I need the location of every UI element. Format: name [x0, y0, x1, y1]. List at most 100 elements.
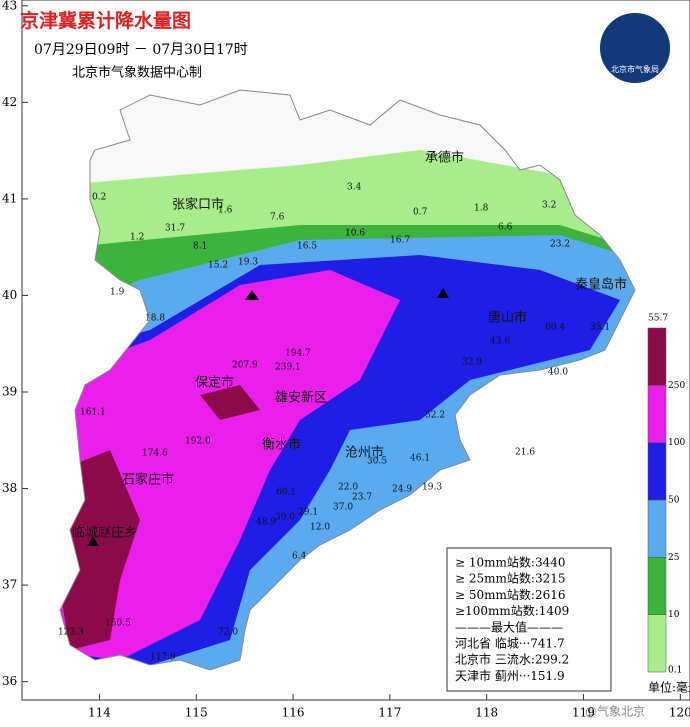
station-value: 150.5 — [105, 619, 131, 629]
colorbar-segment — [647, 385, 667, 443]
stats-box — [446, 547, 612, 692]
colorbar-segment — [647, 557, 667, 615]
station-value: 123.3 — [58, 628, 84, 638]
station-value: 60.1 — [276, 488, 296, 498]
colorbar-label: 10 — [668, 610, 680, 620]
station-value: 35.1 — [590, 323, 610, 333]
stats-line: ≥ 25mm站数:3215 — [455, 571, 565, 586]
station-value: 239.1 — [275, 363, 301, 373]
station-value: 1.9 — [110, 288, 125, 298]
station-value: 16.5 — [297, 242, 317, 252]
station-value: 43.6 — [490, 337, 510, 347]
logo-text: 北京市气象局 — [611, 64, 659, 74]
station-value: 39.0 — [275, 513, 295, 523]
station-value: 52.2 — [425, 411, 445, 421]
lat-tick-label: 38 — [2, 481, 17, 495]
lat-tick-label: 36 — [2, 674, 17, 688]
station-value: 46.1 — [410, 454, 430, 464]
station-value: 55.7 — [648, 314, 668, 324]
station-value: 60.4 — [545, 323, 565, 333]
watermark: @气象北京 — [585, 704, 645, 719]
station-value: 29.1 — [298, 508, 318, 518]
station-value: 207.9 — [232, 361, 258, 371]
lat-tick-label: 43 — [2, 0, 17, 12]
colorbar-segment — [647, 614, 667, 673]
station-value: 40.0 — [548, 368, 568, 378]
colorbar-label: 0.1 — [668, 666, 682, 676]
station-value: 10.6 — [345, 229, 365, 239]
colorbar-label: 100 — [668, 438, 685, 448]
station-value: 0.7 — [413, 208, 428, 218]
producer: 北京市气象数据中心制 — [72, 65, 202, 81]
station-value: 192.0 — [185, 437, 211, 447]
station-value: 23.2 — [550, 240, 570, 250]
station-value: 72.0 — [218, 628, 238, 638]
station-value: 6.6 — [498, 223, 513, 233]
city-label: 秦皇岛市 — [575, 277, 627, 293]
station-value: 174.6 — [142, 449, 168, 459]
station-value: 16.7 — [390, 236, 410, 246]
station-value: 31.7 — [165, 224, 185, 234]
city-label: 石家庄市 — [122, 472, 174, 488]
stats-line: 北京市 三流水:299.2 — [455, 652, 569, 667]
city-label: 衡水市 — [262, 437, 301, 453]
logo — [598, 11, 672, 85]
city-marker — [87, 536, 99, 546]
station-value: 18.8 — [145, 314, 165, 324]
station-value: 117.9 — [150, 653, 176, 663]
lon-tick-label: 118 — [475, 706, 498, 720]
station-value: 3.4 — [347, 183, 362, 193]
station-value: 1.8 — [474, 204, 489, 214]
city-label: 雄安新区 — [275, 390, 327, 406]
colorbar-segment — [647, 442, 667, 501]
station-value: 23.7 — [352, 493, 372, 503]
stats-line: 天津市 蓟州···151.9 — [455, 668, 565, 683]
stats-line: ≥100mm站数:1409 — [455, 603, 569, 618]
station-value: 8.1 — [193, 242, 207, 252]
colorbar-segment — [647, 327, 667, 386]
stats-line: ———最大值——— — [455, 619, 563, 634]
lat-tick-label: 42 — [2, 95, 17, 109]
stats-line: ≥ 50mm站数:2616 — [455, 587, 565, 602]
station-value: 161.1 — [80, 408, 106, 418]
colorbar-label: 250 — [668, 381, 685, 391]
city-marker — [437, 288, 449, 298]
unit: 单位:毫米 — [648, 680, 690, 695]
station-value: 37.0 — [333, 503, 353, 513]
lat-tick-label: 40 — [2, 288, 17, 302]
station-value: 7.6 — [270, 213, 285, 223]
lat-tick-label: 39 — [2, 385, 17, 399]
city-marker — [245, 290, 259, 300]
colorbar-segment — [647, 499, 667, 558]
station-value: 6.4 — [292, 552, 307, 562]
title: 京津冀累计降水量图 — [20, 9, 191, 32]
station-value: 1.2 — [130, 233, 144, 243]
stats-line: ≥ 10mm站数:3440 — [455, 555, 565, 570]
lon-tick-label: 116 — [282, 706, 305, 720]
station-value: 1.6 — [218, 206, 233, 216]
station-value: 22.0 — [338, 483, 358, 493]
lon-tick-label: 119 — [572, 706, 595, 720]
city-label: 保定市 — [195, 375, 234, 391]
lat-tick-label: 37 — [2, 578, 17, 592]
station-value: 15.2 — [208, 261, 228, 271]
province-border — [59, 89, 636, 671]
colorbar-label: 50 — [668, 496, 680, 506]
station-value: 19.3 — [238, 258, 258, 268]
station-value: 3.2 — [542, 201, 556, 211]
city-label: 临城赵庄乡 — [72, 525, 137, 541]
period: 07月29日09时 － 07月30日17时 — [34, 42, 248, 58]
city-label: 承德市 — [425, 150, 464, 166]
station-value: 19.3 — [422, 483, 442, 493]
lon-tick-label: 114 — [88, 706, 111, 720]
station-value: 32.9 — [462, 358, 482, 368]
station-value: 30.5 — [367, 457, 387, 467]
city-label: 沧州市 — [345, 445, 384, 461]
lon-tick-label: 117 — [378, 706, 401, 720]
station-value: 12.0 — [310, 523, 330, 533]
station-value: 48.9 — [256, 518, 276, 528]
lat-tick-label: 41 — [2, 191, 17, 205]
station-value: 194.7 — [285, 349, 311, 359]
lon-tick-label: 120 — [669, 706, 690, 720]
